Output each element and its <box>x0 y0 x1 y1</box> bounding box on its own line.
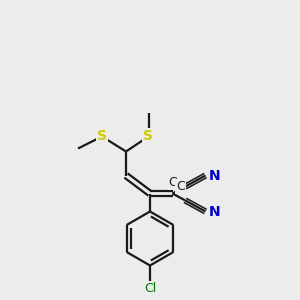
Text: N: N <box>209 205 221 218</box>
Text: S: S <box>143 130 154 143</box>
Text: S: S <box>97 130 107 143</box>
Text: N: N <box>209 169 221 182</box>
Text: C: C <box>176 180 185 193</box>
Text: C: C <box>168 176 177 189</box>
Text: Cl: Cl <box>144 282 156 296</box>
